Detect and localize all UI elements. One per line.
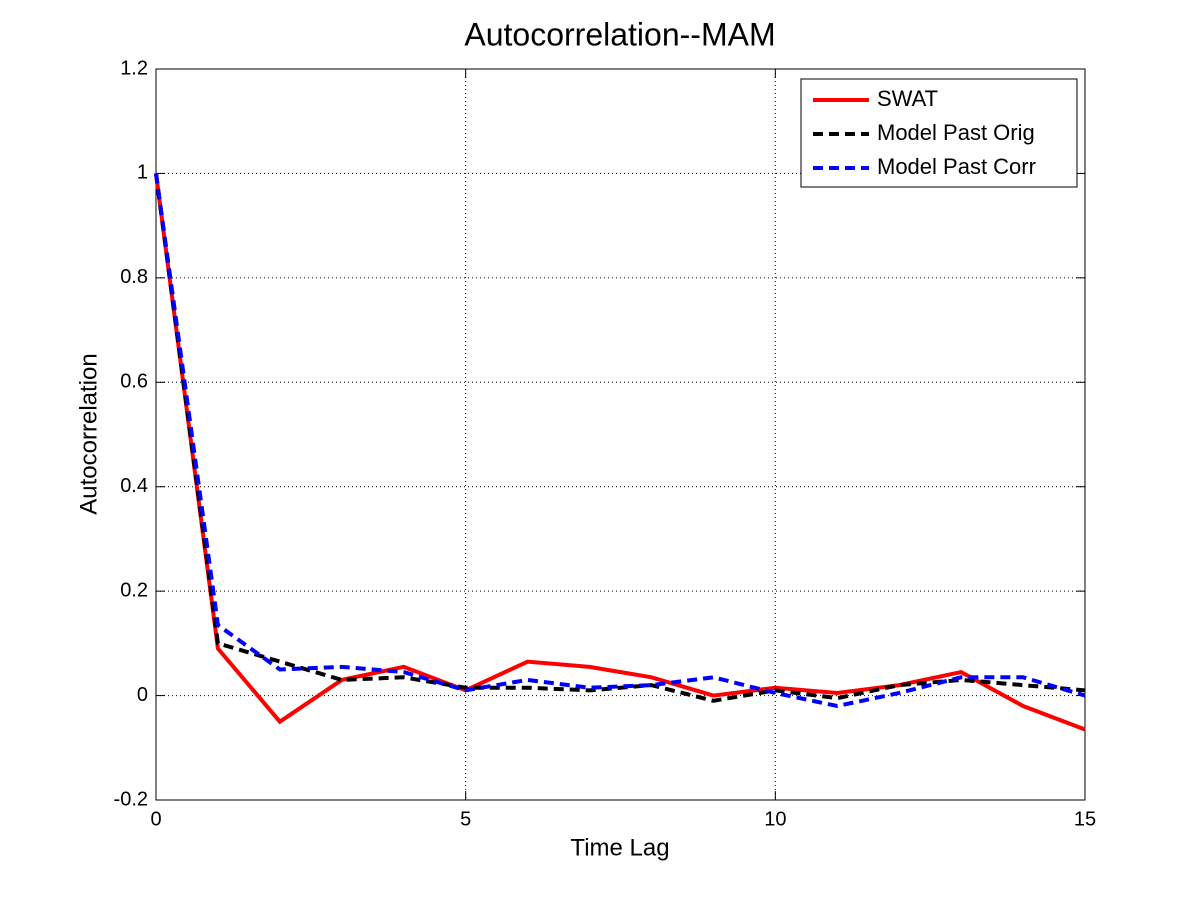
chart-title: Autocorrelation--MAM: [464, 16, 775, 52]
y-tick-label: 1: [137, 162, 148, 184]
x-axis-label: Time Lag: [570, 834, 669, 861]
y-tick-label: 0: [137, 684, 148, 706]
y-tick-label: 0.8: [120, 266, 148, 288]
plot-frame: [155, 68, 1086, 801]
x-tick-label: 10: [764, 808, 786, 830]
legend-label: Model Past Orig: [877, 120, 1035, 145]
y-axis-label: Autocorrelation: [75, 353, 102, 514]
y-tick-label: 1.2: [120, 57, 148, 79]
series-line: [154, 173, 1086, 732]
x-tick-label: 5: [460, 808, 471, 830]
x-tick-label: 15: [1074, 808, 1096, 830]
y-tick-label: 0.4: [120, 475, 148, 497]
series-line: [154, 173, 1086, 703]
y-tick-label: -0.2: [114, 788, 148, 810]
legend-label: Model Past Corr: [877, 154, 1036, 179]
x-tick-label: 0: [150, 808, 161, 830]
legend-label: SWAT: [877, 86, 938, 111]
y-tick-label: 0.6: [120, 371, 148, 393]
y-tick-label: 0.2: [120, 579, 148, 601]
series-line: [154, 173, 1086, 709]
